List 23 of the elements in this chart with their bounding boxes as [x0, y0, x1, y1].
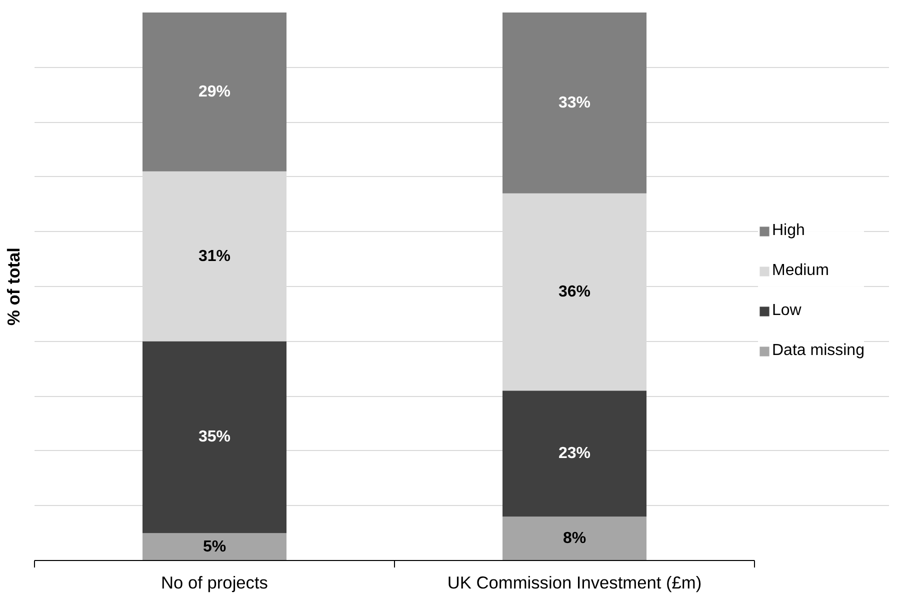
- bar: [142, 341, 286, 534]
- legend-label: High: [772, 222, 805, 240]
- data-label: 23%: [558, 445, 591, 462]
- bar: [142, 12, 286, 172]
- bar: [502, 390, 646, 517]
- data-label: 8%: [562, 530, 586, 548]
- data-label: 29%: [198, 83, 231, 100]
- data-label: 31%: [198, 248, 231, 265]
- x-tick-label: UK Commission Investment (£m): [447, 572, 702, 592]
- data-label: 36%: [558, 283, 591, 300]
- data-label: 33%: [558, 94, 591, 112]
- bar: [502, 516, 646, 560]
- bar: [142, 533, 286, 560]
- data-label: 35%: [198, 428, 231, 446]
- bar: [502, 12, 646, 194]
- y-axis-title: % of total: [4, 248, 24, 326]
- data-label: 5%: [202, 538, 226, 556]
- x-tick-label: No of projects: [161, 572, 268, 592]
- legend-label: Data missing: [772, 342, 864, 360]
- bar: [142, 171, 286, 342]
- bar: [502, 193, 646, 391]
- legend-label: Low: [772, 302, 802, 320]
- legend-label: Medium: [772, 262, 829, 280]
